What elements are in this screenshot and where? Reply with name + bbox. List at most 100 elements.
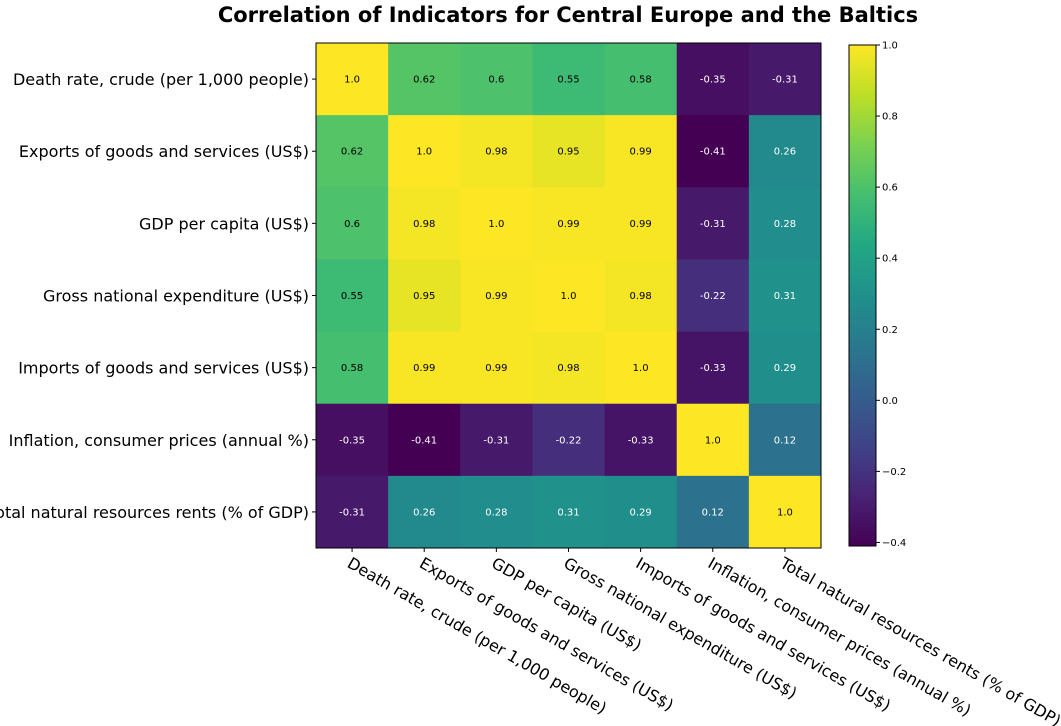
cell-value-label: 0.55	[557, 75, 579, 86]
cell-value-label: -0.33	[700, 363, 726, 374]
cell-value-label: 1.0	[344, 75, 360, 86]
heatmap-cell	[316, 115, 389, 188]
heatmap-cell	[748, 187, 822, 260]
cell-value-label: 0.29	[774, 363, 796, 374]
heatmap-cell	[604, 43, 678, 116]
cell-value-label: 0.99	[630, 147, 652, 158]
cell-value-label: 0.12	[702, 507, 724, 518]
heatmap-cell	[460, 475, 533, 549]
heatmap-cell	[676, 115, 750, 188]
heatmap-cell	[460, 259, 533, 333]
heatmap-cell	[676, 259, 750, 333]
cell-value-label: 0.99	[485, 363, 507, 374]
heatmap-cell	[532, 403, 606, 477]
heatmap-cell	[532, 259, 606, 333]
cell-value-label: 0.98	[630, 291, 652, 302]
heatmap-cell	[748, 115, 822, 188]
heatmap-cell	[388, 43, 461, 116]
heatmap-cell	[532, 115, 606, 188]
cell-value-label: 0.55	[341, 291, 363, 302]
heatmap-cell	[604, 403, 678, 477]
cell-value-label: 1.0	[777, 507, 793, 518]
y-tick-label: Death rate, crude (per 1,000 people)	[13, 70, 309, 89]
cell-value-label: -0.31	[339, 507, 365, 518]
heatmap-cell	[748, 475, 822, 549]
heatmap-cell	[532, 43, 606, 116]
heatmap-cell	[388, 403, 461, 477]
cell-value-label: -0.22	[556, 435, 582, 446]
cell-value-label: -0.33	[628, 435, 654, 446]
heatmap-cell	[676, 475, 750, 549]
cell-value-label: 0.99	[557, 219, 579, 230]
heatmap-cell	[316, 331, 389, 405]
cell-value-label: -0.22	[700, 291, 726, 302]
colorbar-tick-label: −0.4	[882, 538, 906, 549]
y-tick-label: Gross national expenditure (US$)	[43, 287, 309, 306]
y-tick-label: Imports of goods and services (US$)	[18, 359, 309, 378]
cell-value-label: 1.0	[488, 219, 504, 230]
cell-value-label: 0.12	[774, 435, 796, 446]
x-tick-label: Inflation, consumer prices (annual %)	[705, 553, 975, 720]
cell-value-label: 0.6	[488, 75, 504, 86]
cell-value-label: 0.58	[630, 75, 652, 86]
heatmap-cell	[316, 403, 389, 477]
heatmap-cell	[532, 187, 606, 260]
colorbar: 1.0 0.8 0.6 0.4 0.2 0.0 −0.2 −0.4	[848, 41, 906, 549]
cell-value-label: -0.41	[700, 147, 726, 158]
cell-value-label: 0.58	[341, 363, 363, 374]
heatmap-cell	[316, 475, 389, 549]
cell-value-label: 0.98	[557, 363, 579, 374]
heatmap-cell	[604, 475, 678, 549]
cell-value-label: 0.98	[413, 219, 435, 230]
heatmap-cell	[604, 187, 678, 260]
cell-value-label: 1.0	[561, 291, 577, 302]
heatmap-cell	[676, 43, 750, 116]
cell-value-label: 0.31	[557, 507, 579, 518]
heatmap-cell	[388, 187, 461, 260]
heatmap-cell	[748, 403, 822, 477]
cell-value-label: -0.31	[483, 435, 509, 446]
y-tick-label: Inflation, consumer prices (annual %)	[9, 431, 309, 450]
cell-value-label: 0.62	[413, 75, 435, 86]
cell-value-label: 0.95	[557, 147, 579, 158]
x-tick-label: Total natural resources rents (% of GDP)	[776, 553, 1061, 726]
heatmap-cell	[532, 475, 606, 549]
heatmap-cell	[460, 403, 533, 477]
heatmap-cell	[604, 115, 678, 188]
cell-value-label: 0.99	[630, 219, 652, 230]
cell-value-label: 0.28	[774, 219, 796, 230]
cell-value-label: -0.41	[411, 435, 437, 446]
colorbar-tick-label: 1.0	[882, 41, 898, 52]
colorbar-gradient	[848, 44, 877, 547]
heatmap-cell	[532, 331, 606, 405]
heatmap-cell	[388, 115, 461, 188]
y-tick-label: GDP per capita (US$)	[139, 214, 309, 233]
cell-value-label: 1.0	[633, 363, 649, 374]
heatmap-cell	[604, 331, 678, 405]
cell-value-label: 0.98	[485, 147, 507, 158]
cell-value-label: 0.62	[341, 147, 363, 158]
cell-value-label: 0.99	[413, 363, 435, 374]
heatmap-cell	[748, 43, 822, 116]
heatmap-cell	[676, 187, 750, 260]
colorbar-tick-label: 0.4	[882, 254, 898, 265]
cell-value-label: 1.0	[705, 435, 721, 446]
y-tick-label: Total natural resources rents (% of GDP)	[0, 503, 309, 522]
cell-value-label: -0.31	[772, 75, 798, 86]
cell-value-label: 0.99	[485, 291, 507, 302]
heatmap-cell	[460, 115, 533, 188]
chart-title: Correlation of Indicators for Central Eu…	[218, 3, 918, 27]
cell-value-label: 0.26	[413, 507, 435, 518]
x-tick-labels: Death rate, crude (per 1,000 people)Expo…	[344, 548, 1061, 726]
colorbar-tick-label: 0.8	[882, 112, 898, 123]
colorbar-tick-label: 0.0	[882, 396, 898, 407]
heatmap-cell	[748, 331, 822, 405]
heatmap-cell	[460, 43, 533, 116]
cell-value-label: 0.29	[630, 507, 652, 518]
heatmap-cells	[316, 43, 822, 549]
y-tick-labels: Death rate, crude (per 1,000 people) Expo…	[0, 70, 316, 522]
cell-value-label: 0.31	[774, 291, 796, 302]
cell-value-label: -0.35	[700, 75, 726, 86]
heatmap-cell	[460, 331, 533, 405]
